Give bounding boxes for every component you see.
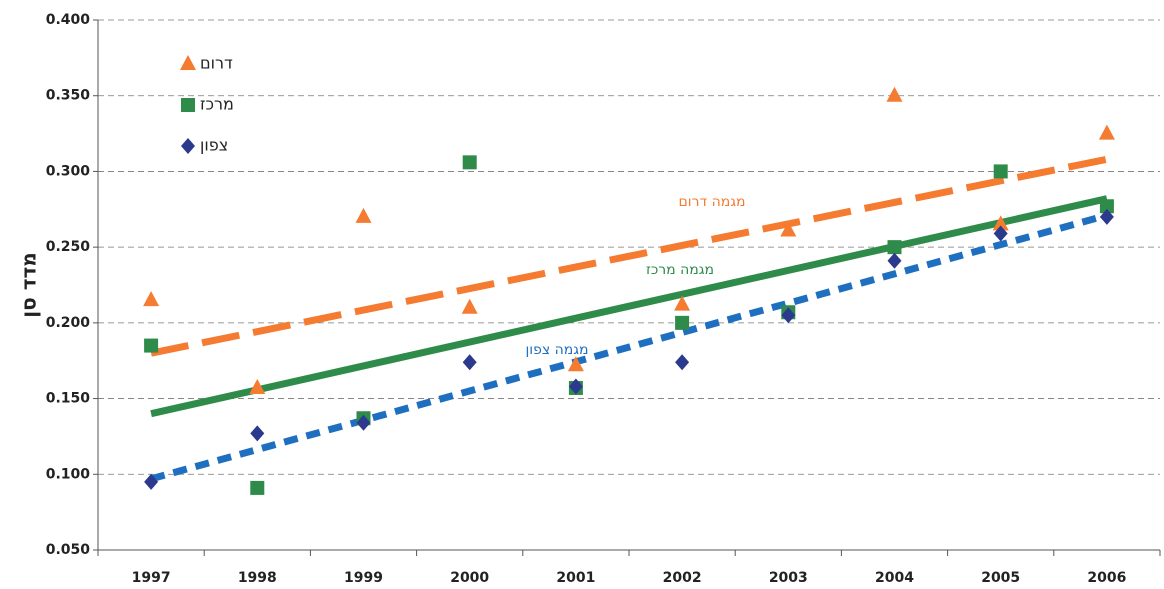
marker-diamond [181,138,195,154]
marker-square [250,480,265,495]
x-tick-label: 2000 [450,570,489,586]
x-tick-label: 2006 [1087,570,1126,586]
marker-triangle [992,215,1009,231]
trend-label: מגמה מרכז [646,262,714,278]
trend-line [150,211,1108,483]
legend-label: מרכז [200,95,234,114]
marker-diamond [887,252,902,269]
marker-triangle [1098,124,1115,140]
marker-square [181,98,195,112]
trend-line [150,195,1108,418]
x-tick-label: 2004 [875,570,914,586]
marker-diamond [356,414,371,431]
trend-line [150,155,1108,357]
y-tick-label: 0.350 [46,88,91,104]
marker-square [887,240,902,255]
y-tick-label: 0.400 [46,12,91,28]
x-tick-label: 2001 [556,570,595,586]
marker-triangle [249,378,266,394]
marker-diamond [675,354,690,371]
marker-diamond [781,307,796,324]
x-tick-label: 1998 [238,570,277,586]
marker-triangle [461,298,478,314]
y-tick-label: 0.200 [46,315,91,331]
x-tick-label: 1997 [132,570,171,586]
y-tick-label: 0.250 [46,239,91,255]
legend-label: דרום [200,54,233,73]
trend-label: מגמה צפון [525,342,588,358]
x-tick-label: 2005 [981,570,1020,586]
marker-diamond [250,425,265,442]
marker-square [144,338,159,353]
x-tick-label: 2003 [769,570,808,586]
y-tick-label: 0.150 [46,391,91,407]
marker-triangle [780,221,797,237]
marker-diamond [462,354,477,371]
marker-square [462,155,477,170]
y-tick-label: 0.100 [46,466,91,482]
marker-triangle [355,207,372,223]
marker-diamond [993,225,1008,242]
marker-triangle [180,55,196,70]
marker-square [675,315,690,330]
marker-triangle [567,356,584,372]
trend-label: מגמה דרום [678,194,745,210]
x-tick-label: 2002 [663,570,702,586]
x-tick-label: 1999 [344,570,383,586]
y-tick-label: 0.300 [46,163,91,179]
marker-diamond [568,378,583,395]
marker-diamond [144,473,159,490]
y-tick-label: 0.050 [46,542,91,558]
marker-square [993,164,1008,179]
marker-triangle [674,295,691,311]
marker-triangle [886,86,903,102]
legend-label: צפון [200,136,228,155]
y-axis-label: מדד סן [17,252,41,317]
marker-triangle [143,291,160,307]
marker-square [1099,199,1114,214]
marker-diamond [1099,208,1114,225]
